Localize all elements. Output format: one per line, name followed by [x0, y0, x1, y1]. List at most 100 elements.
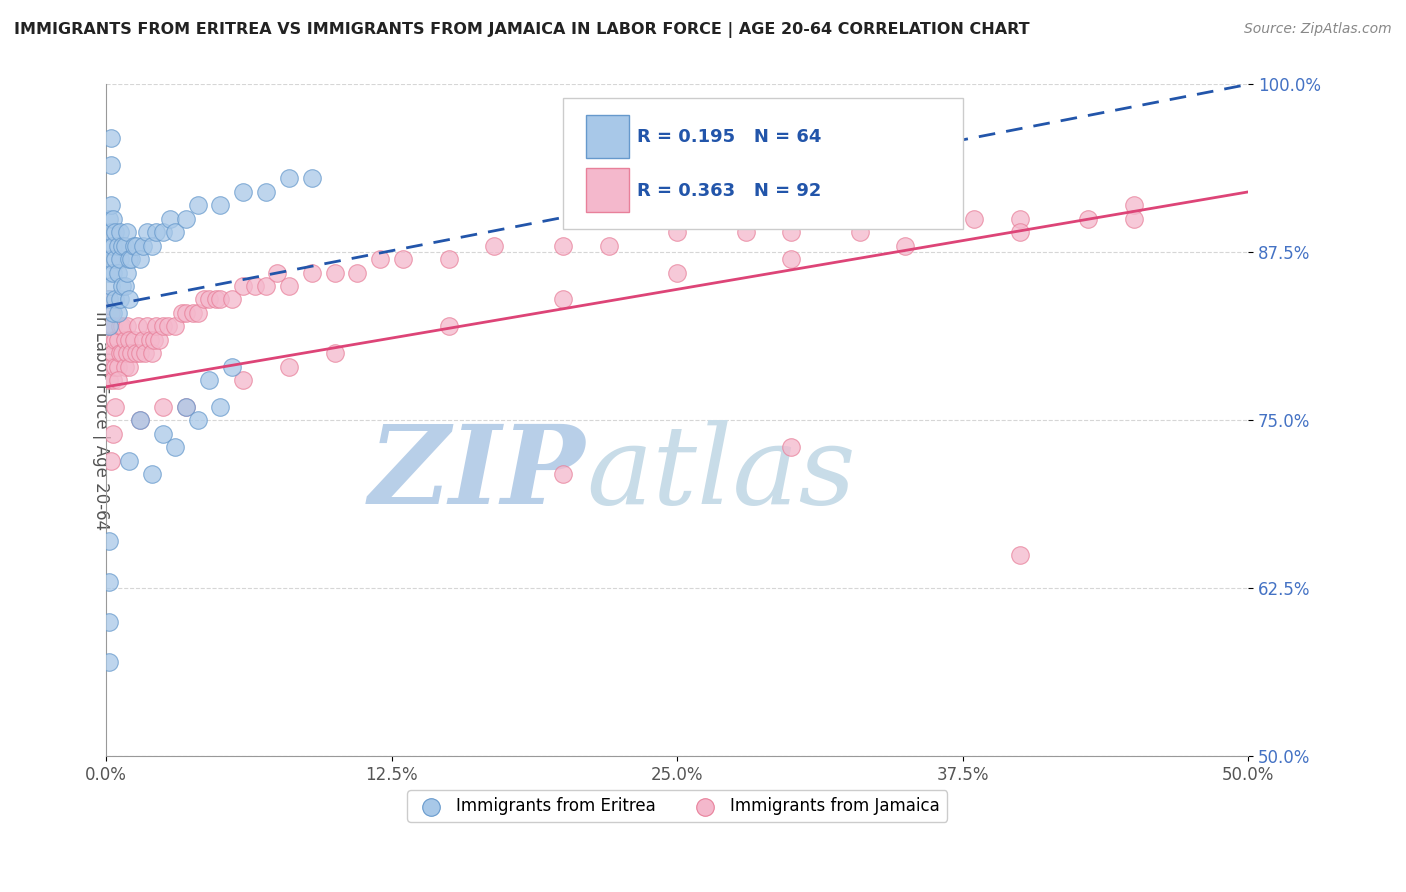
Point: [118, 333, 141, 347]
Point: [101, 306, 124, 320]
Point: [163, 225, 186, 239]
Point: [111, 346, 134, 360]
Point: [101, 426, 124, 441]
Point: [152, 225, 174, 239]
Point: [1122, 198, 1144, 212]
Point: [301, 266, 323, 280]
Point: [138, 333, 160, 347]
Point: [170, 306, 193, 320]
Point: [125, 346, 148, 360]
Point: [1122, 211, 1144, 226]
Point: [97, 534, 120, 549]
Point: [115, 266, 138, 280]
Point: [1008, 548, 1031, 562]
Point: [894, 238, 917, 252]
Point: [101, 266, 124, 280]
Point: [136, 319, 159, 334]
Point: [97, 655, 120, 669]
Point: [129, 413, 152, 427]
Point: [111, 238, 134, 252]
Point: [101, 238, 124, 252]
Text: R = 0.195   N = 64: R = 0.195 N = 64: [637, 128, 821, 146]
Point: [97, 373, 120, 387]
Point: [118, 293, 141, 307]
Text: R = 0.363   N = 92: R = 0.363 N = 92: [637, 182, 821, 200]
Point: [104, 225, 127, 239]
Point: [129, 413, 152, 427]
Point: [780, 252, 803, 266]
Point: [107, 266, 129, 280]
Point: [323, 346, 346, 360]
Point: [97, 319, 120, 334]
Point: [100, 279, 122, 293]
Point: [221, 359, 243, 374]
Point: [254, 279, 277, 293]
Point: [198, 293, 221, 307]
Point: [114, 359, 136, 374]
Point: [114, 333, 136, 347]
Point: [100, 333, 122, 347]
Point: [107, 238, 129, 252]
Point: [243, 279, 266, 293]
Point: [118, 359, 141, 374]
Point: [666, 266, 689, 280]
Point: [141, 467, 163, 481]
Point: [209, 293, 232, 307]
Point: [666, 225, 689, 239]
Point: [97, 574, 120, 589]
Point: [118, 252, 141, 266]
Point: [114, 279, 136, 293]
Point: [963, 211, 986, 226]
Point: [122, 238, 145, 252]
Point: [849, 225, 872, 239]
Point: [132, 333, 155, 347]
Point: [97, 211, 120, 226]
Point: [152, 319, 174, 334]
Point: [301, 171, 323, 186]
Legend: Immigrants from Eritrea, Immigrants from Jamaica: Immigrants from Eritrea, Immigrants from…: [408, 790, 946, 822]
Point: [97, 615, 120, 629]
Point: [134, 346, 156, 360]
Point: [598, 238, 620, 252]
Point: [187, 413, 209, 427]
Point: [108, 252, 131, 266]
Point: [129, 346, 152, 360]
Point: [111, 319, 134, 334]
Point: [97, 293, 120, 307]
Point: [152, 400, 174, 414]
Point: [132, 238, 155, 252]
FancyBboxPatch shape: [586, 169, 628, 212]
Point: [221, 293, 243, 307]
Point: [104, 333, 127, 347]
Point: [159, 211, 181, 226]
FancyBboxPatch shape: [586, 115, 628, 159]
Point: [101, 346, 124, 360]
Point: [100, 359, 122, 374]
Point: [107, 333, 129, 347]
Point: [97, 293, 120, 307]
Point: [120, 346, 142, 360]
Point: [277, 279, 299, 293]
Point: [100, 306, 122, 320]
Point: [115, 225, 138, 239]
Point: [1008, 225, 1031, 239]
Point: [780, 225, 803, 239]
Point: [148, 333, 170, 347]
Point: [780, 440, 803, 454]
Point: [145, 225, 167, 239]
Point: [100, 131, 122, 145]
Point: [141, 346, 163, 360]
Point: [205, 293, 228, 307]
Point: [193, 293, 215, 307]
Point: [127, 319, 149, 334]
Point: [97, 346, 120, 360]
Point: [174, 400, 197, 414]
Point: [163, 440, 186, 454]
Point: [114, 238, 136, 252]
Point: [392, 252, 415, 266]
Point: [97, 238, 120, 252]
Point: [152, 426, 174, 441]
Point: [1077, 211, 1099, 226]
Point: [104, 400, 127, 414]
Point: [97, 266, 120, 280]
